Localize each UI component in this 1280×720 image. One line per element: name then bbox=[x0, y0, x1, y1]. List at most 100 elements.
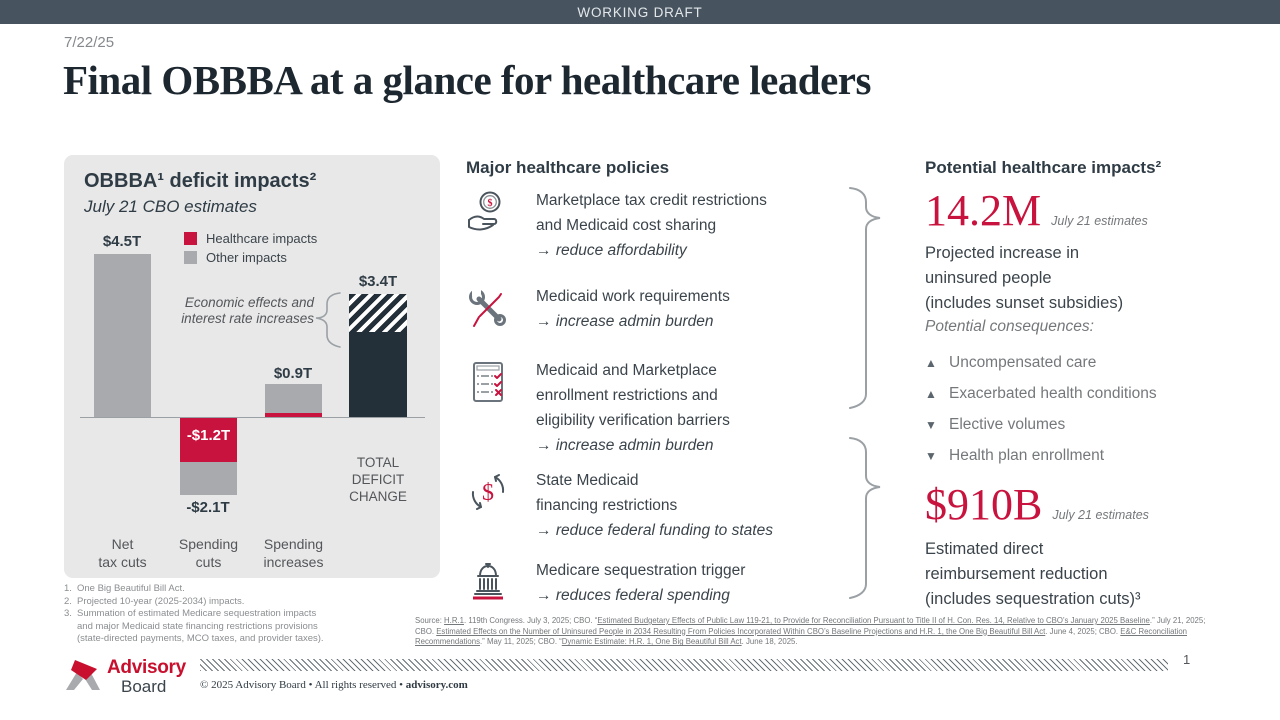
bar-value-label: -$2.1T bbox=[186, 499, 230, 516]
svg-text:$: $ bbox=[482, 480, 494, 506]
consequence-item: ▲ Uncompensated care bbox=[925, 353, 1097, 371]
bar-segment-economic-hatch bbox=[349, 294, 407, 332]
source-plain-text: .” May 11, 2025; CBO. “ bbox=[480, 637, 562, 647]
legend-item-other: Other impacts bbox=[184, 248, 317, 267]
policy-item-state-financing: $ State Medicaid financing restrictions … bbox=[466, 468, 866, 543]
arrow-icon: → bbox=[536, 587, 552, 604]
policy-text: Medicaid work requirements bbox=[536, 288, 730, 305]
source-link[interactable]: Dynamic Estimate: H.R. 1, One Big Beauti… bbox=[561, 637, 742, 647]
chart-title: OBBBA¹ deficit impacts² bbox=[84, 170, 317, 192]
policy-effect: → increase admin burden bbox=[536, 313, 714, 330]
down-triangle-icon: ▼ bbox=[925, 448, 937, 463]
source-link[interactable]: Estimated Budgetary Effects of Public La… bbox=[597, 616, 1150, 625]
stat-qualifier: July 21 estimates bbox=[1052, 508, 1149, 522]
up-triangle-icon: ▲ bbox=[925, 355, 937, 370]
policy-effect: → reduce federal funding to states bbox=[536, 522, 773, 539]
chart-subtitle: July 21 CBO estimates bbox=[84, 197, 257, 216]
consequence-item: ▲ Exacerbated health conditions bbox=[925, 384, 1157, 402]
advisory-board-logo-icon bbox=[66, 660, 100, 690]
capitol-icon bbox=[473, 563, 503, 600]
economic-effects-annotation: Economic effects and interest rate incre… bbox=[181, 295, 314, 326]
grouping-braces-icon bbox=[849, 187, 881, 599]
policy-text: Marketplace tax credit restrictions and … bbox=[536, 192, 767, 234]
coin-hand-icon: $ bbox=[468, 191, 501, 231]
tools-icon bbox=[469, 289, 506, 327]
svg-text:$: $ bbox=[488, 198, 493, 209]
working-draft-banner: WORKING DRAFT bbox=[0, 0, 1280, 24]
bar-spending-cuts bbox=[180, 418, 237, 495]
page-title: Final OBBBA at a glance for healthcare l… bbox=[63, 57, 871, 103]
page-number: 1 bbox=[1183, 652, 1191, 667]
source-link[interactable]: H.R.1 bbox=[444, 616, 464, 625]
bar-spending-increases bbox=[265, 384, 322, 417]
bar-segment-healthcare bbox=[265, 413, 322, 417]
source-plain-text: Source: bbox=[415, 616, 445, 625]
policy-item-work-requirements: Medicaid work requirements → increase ad… bbox=[466, 284, 866, 335]
policy-text: State Medicaid financing restrictions bbox=[536, 472, 678, 514]
reimbursement-stat: $910B July 21 estimates bbox=[925, 482, 1149, 528]
footnote-3: 3. Summation of estimated Medicare seque… bbox=[64, 608, 324, 644]
arrow-icon: → bbox=[536, 437, 552, 454]
category-label: Spending increases bbox=[263, 536, 324, 570]
arrow-icon: → bbox=[536, 313, 552, 330]
footnote-2: 2. Projected 10-year (2025-2034) impacts… bbox=[64, 595, 245, 607]
bar-value-label: $0.9T bbox=[273, 365, 313, 382]
source-plain-text: . 119th Congress. July 3, 2025; CBO. “ bbox=[463, 616, 598, 625]
up-triangle-icon: ▲ bbox=[925, 386, 937, 401]
source-plain-text: . June 18, 2025. bbox=[741, 637, 798, 647]
annotation-brace-icon bbox=[315, 292, 341, 348]
uninsured-stat-value: 14.2M bbox=[925, 186, 1042, 235]
source-text: Source: H.R.1. 119th Congress. July 3, 2… bbox=[415, 616, 1213, 648]
bar-segment-other bbox=[94, 254, 151, 417]
policy-effect: → increase admin burden bbox=[536, 437, 714, 454]
category-label: Net tax cuts bbox=[98, 536, 147, 570]
consequence-item: ▼ Elective volumes bbox=[925, 415, 1066, 433]
policy-text: Medicaid and Marketplace enrollment rest… bbox=[536, 362, 730, 429]
advisory-board-logo: Advisory Board bbox=[64, 658, 186, 695]
source-plain-text: .” July 21, 2025; CBO. bbox=[415, 616, 1206, 636]
bar-segment-other bbox=[265, 384, 322, 413]
arrow-icon: → bbox=[536, 242, 552, 259]
total-deficit-change-label: TOTAL DEFICIT CHANGE bbox=[349, 455, 407, 504]
reimbursement-stat-value: $910B bbox=[925, 480, 1043, 529]
consequence-item: ▼ Health plan enrollment bbox=[925, 446, 1105, 464]
chart-axis bbox=[80, 417, 425, 418]
footer-hatch-pattern bbox=[200, 659, 1168, 671]
other-swatch-icon bbox=[184, 251, 197, 264]
policy-effect: → reduces federal spending bbox=[536, 587, 730, 604]
down-triangle-icon: ▼ bbox=[925, 417, 937, 432]
category-label: Spending cuts bbox=[178, 536, 239, 570]
bar-segment-total-solid bbox=[349, 332, 407, 417]
source-link[interactable]: Estimated Effects on the Number of Unins… bbox=[436, 626, 1046, 636]
stat-qualifier: July 21 estimates bbox=[1051, 214, 1148, 228]
uninsured-stat: 14.2M July 21 estimates bbox=[925, 188, 1148, 234]
bar-value-label: -$1.2T bbox=[186, 427, 231, 444]
enrollment-checklist-icon bbox=[473, 362, 503, 402]
chart-legend: Healthcare impacts Other impacts bbox=[184, 229, 317, 267]
bar-total-deficit bbox=[349, 294, 407, 417]
arrow-icon: → bbox=[536, 522, 552, 539]
legend-label: Healthcare impacts bbox=[206, 231, 318, 246]
healthcare-swatch-icon bbox=[184, 232, 197, 245]
working-draft-label: WORKING DRAFT bbox=[577, 4, 703, 20]
policy-item-sequestration: Medicare sequestration trigger → reduces… bbox=[466, 558, 866, 609]
dollar-cycle-icon: $ bbox=[471, 474, 505, 510]
footnotes: 1. One Big Beautiful Bill Act. 2. Projec… bbox=[64, 583, 414, 646]
consequences-heading: Potential consequences: bbox=[925, 318, 1094, 335]
policies-heading: Major healthcare policies bbox=[466, 158, 670, 177]
bar-value-label: $4.5T bbox=[102, 233, 142, 250]
logo-word-advisory: Advisory bbox=[107, 657, 186, 678]
footnote-1: 1. One Big Beautiful Bill Act. bbox=[64, 583, 185, 594]
deficit-chart-panel: OBBBA¹ deficit impacts² July 21 CBO esti… bbox=[64, 155, 440, 578]
consequences-list: ▲ Uncompensated care ▲ Exacerbated healt… bbox=[925, 347, 1157, 471]
impacts-heading: Potential healthcare impacts² bbox=[925, 158, 1162, 177]
copyright-line: © 2025 Advisory Board • All rights reser… bbox=[200, 679, 468, 691]
bar-segment-healthcare bbox=[180, 418, 237, 462]
advisory-com-link[interactable]: advisory.com bbox=[405, 679, 468, 691]
policy-item-marketplace-tax-credit: $ Marketplace tax credit restrictions an… bbox=[466, 188, 866, 263]
source-link[interactable]: E&C Reconciliation Recommendations bbox=[415, 626, 1188, 647]
slide-date: 7/22/25 bbox=[64, 34, 115, 51]
policy-text: Medicare sequestration trigger bbox=[536, 562, 746, 579]
bar-value-label: $3.4T bbox=[358, 273, 398, 290]
policy-item-enrollment-restrictions: Medicaid and Marketplace enrollment rest… bbox=[466, 358, 866, 458]
